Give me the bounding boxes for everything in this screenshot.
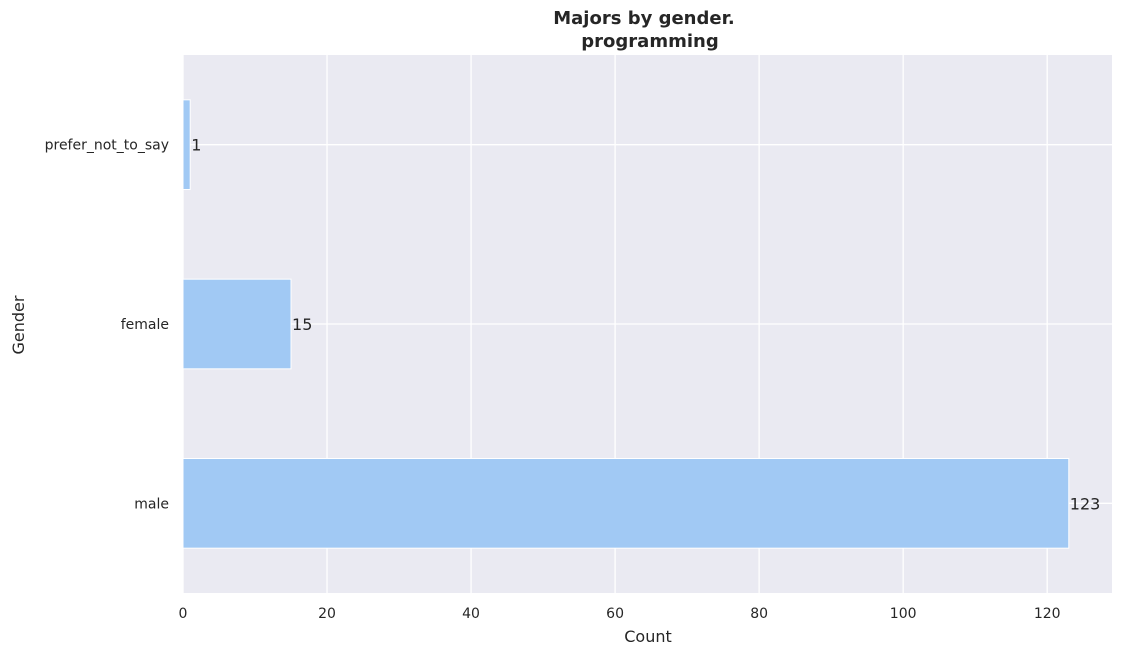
y-tick-label-male: male <box>134 496 169 512</box>
data-label-male: 123 <box>1070 494 1101 513</box>
data-labels: 1 15 123 <box>191 136 1100 514</box>
data-label-prefer_not_to_say: 1 <box>191 136 201 155</box>
y-tick-label-prefer_not_to_say: prefer_not_to_say <box>45 138 169 154</box>
x-tick-label: 0 <box>179 606 188 622</box>
x-axis-label: Count <box>624 627 672 646</box>
bar-male <box>182 458 1070 549</box>
chart-title: Majors by gender. <box>553 8 735 29</box>
chart-subtitle: programming <box>581 31 718 52</box>
bar-prefer_not_to_say <box>182 99 191 190</box>
x-tick-labels: 0 20 40 60 80 100 120 <box>179 606 1061 622</box>
bars <box>182 99 1070 549</box>
x-tick-label: 100 <box>890 606 917 622</box>
x-tick-label: 80 <box>750 606 768 622</box>
y-axis-label: Gender <box>9 295 28 354</box>
x-tick-label: 40 <box>462 606 480 622</box>
x-tick-label: 20 <box>318 606 336 622</box>
x-tick-label: 60 <box>606 606 624 622</box>
data-label-female: 15 <box>292 315 312 334</box>
bar-female <box>182 278 292 370</box>
y-tick-label-female: female <box>121 317 169 333</box>
x-tick-label: 120 <box>1034 606 1061 622</box>
